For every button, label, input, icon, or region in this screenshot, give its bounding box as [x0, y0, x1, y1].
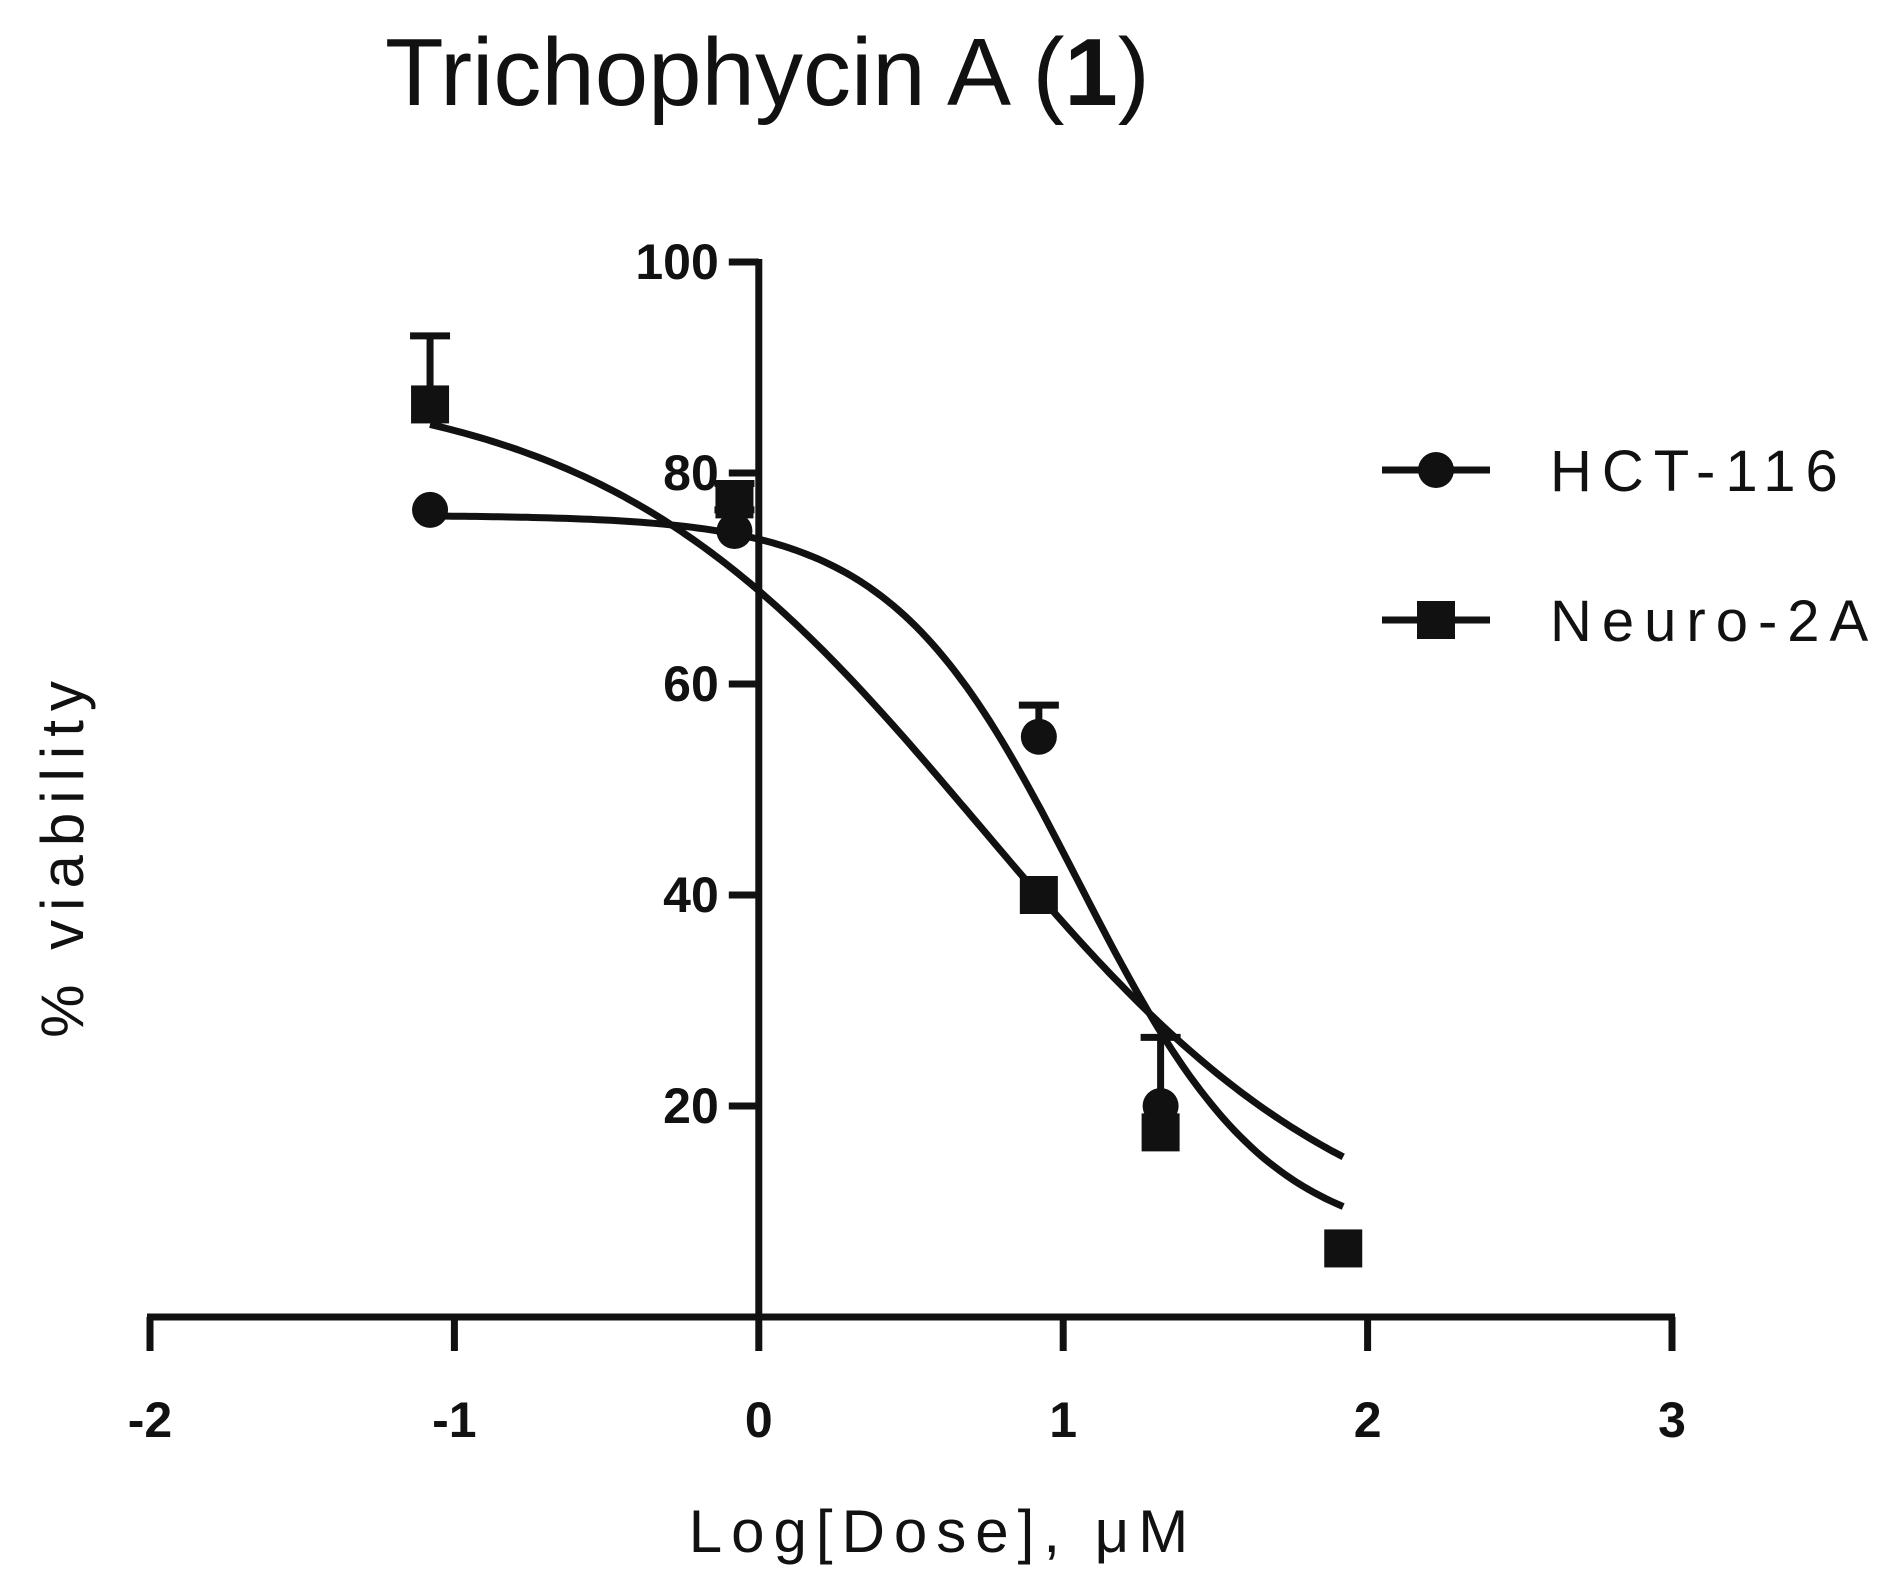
- axes: -2 -1 0 1 2 3 20 40 60 80 100: [128, 234, 1686, 1448]
- point-hct-116: [716, 513, 753, 550]
- x-tick-label: -1: [432, 1392, 476, 1448]
- x-axis-label: Log[Dose], μM: [689, 1498, 1197, 1565]
- point-hct-116: [412, 491, 449, 528]
- y-tick-label: 100: [635, 234, 718, 290]
- point-neuro-2a: [1141, 1113, 1180, 1152]
- legend: HCT-116 Neuro-2A: [1382, 439, 1878, 654]
- legend-label-neuro-2a: Neuro-2A: [1550, 589, 1878, 654]
- fit-curve-neuro-2a: [429, 421, 1345, 1160]
- fit-curves: [429, 421, 1345, 1210]
- point-neuro-2a: [1324, 1229, 1363, 1268]
- point-neuro-2a: [411, 385, 450, 424]
- y-tick-label: 60: [663, 656, 719, 712]
- y-tick-label: 20: [663, 1078, 719, 1134]
- chart-title: Trichophycin A (1): [385, 19, 1150, 126]
- y-axis-label: % viability: [29, 672, 96, 1038]
- chart-title-bold: 1: [1064, 19, 1117, 126]
- legend-marker-hct-116: [1418, 452, 1454, 488]
- data-points: [410, 332, 1363, 1268]
- x-tick-label: -2: [128, 1392, 172, 1448]
- chart-title-suffix: ): [1118, 19, 1150, 126]
- legend-marker-neuro-2a: [1417, 601, 1455, 639]
- x-tick-label: 3: [1658, 1392, 1686, 1448]
- chart-title-prefix: Trichophycin A (: [385, 19, 1064, 126]
- x-tick-label: 0: [745, 1392, 773, 1448]
- y-tick-label: 40: [663, 867, 719, 923]
- point-neuro-2a: [1019, 876, 1058, 914]
- x-tick-label: 1: [1049, 1392, 1077, 1448]
- x-tick-label: 2: [1354, 1392, 1382, 1448]
- y-tick-label: 80: [663, 445, 719, 501]
- fit-curve-hct-116: [430, 512, 1345, 1210]
- point-hct-116: [1020, 718, 1057, 755]
- point-neuro-2a: [715, 480, 754, 519]
- legend-label-hct-116: HCT-116: [1550, 439, 1848, 504]
